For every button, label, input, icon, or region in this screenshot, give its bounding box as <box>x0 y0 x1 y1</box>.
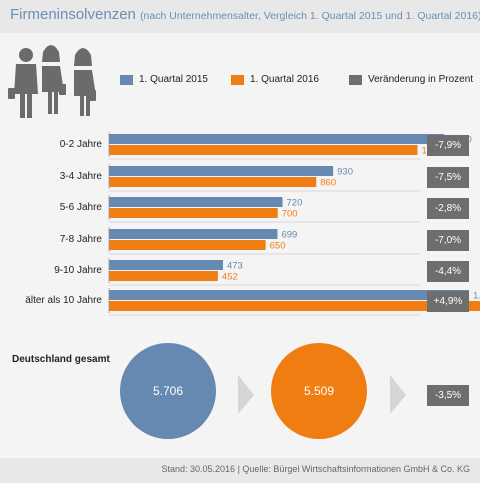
legend-item-2016: 1. Quartal 2016 <box>231 74 319 85</box>
bar-2016 <box>109 271 218 281</box>
data-label-2016: 452 <box>222 272 238 283</box>
footer-bar <box>0 458 480 483</box>
data-label-2016: 700 <box>282 209 298 220</box>
bar-2016 <box>109 145 418 155</box>
data-label-2016: 650 <box>270 241 286 252</box>
data-label-2015: 699 <box>281 230 297 241</box>
data-label-2016: 860 <box>320 178 336 189</box>
bar-2015 <box>109 197 283 207</box>
total-2016-value: 5.509 <box>303 384 335 398</box>
bar-2015 <box>109 229 278 239</box>
bar-2015 <box>109 260 223 270</box>
legend-swatch-2016 <box>231 74 244 85</box>
data-label-2015: 720 <box>287 198 303 209</box>
category-label: 9-10 Jahre <box>54 265 102 276</box>
chart-subtitle: (nach Unternehmensalter, Vergleich 1. Qu… <box>140 10 480 22</box>
category-label: älter als 10 Jahre <box>25 295 102 306</box>
category-label: 0-2 Jahre <box>59 139 102 150</box>
data-label-2015: 473 <box>227 261 243 272</box>
legend-swatch-change <box>349 74 362 85</box>
legend-label-2016: 1. Quartal 2016 <box>250 74 319 85</box>
change-box: -7,5% <box>427 167 469 188</box>
total-2015-value: 5.706 <box>152 384 184 398</box>
bar-2015 <box>109 166 334 176</box>
change-box: +4,9% <box>427 291 469 312</box>
total-2016-circle: 5.509 <box>271 343 367 439</box>
change-box: -7,0% <box>427 230 469 251</box>
legend-item-2015: 1. Quartal 2015 <box>120 74 208 85</box>
category-label: 7-8 Jahre <box>59 234 102 245</box>
legend-label-2015: 1. Quartal 2015 <box>139 74 208 85</box>
data-label-2015: 930 <box>337 167 353 178</box>
category-label: 3-4 Jahre <box>59 171 102 182</box>
change-box: -7,9% <box>427 135 469 156</box>
total-change-value: -3,5% <box>434 390 462 401</box>
category-label: 5-6 Jahre <box>59 202 102 213</box>
chart-title-main: Firmeninsolvenzen <box>10 6 136 23</box>
change-box: -4,4% <box>427 261 469 282</box>
total-label: Deutschland gesamt <box>12 354 110 365</box>
bar-2016 <box>109 240 266 250</box>
change-box: -2,8% <box>427 198 469 219</box>
bar-2015 <box>109 290 470 300</box>
data-label-2015: 1.494 <box>473 291 480 302</box>
source-note: Stand: 30.05.2016 | Quelle: Bürgel Wirts… <box>161 464 471 474</box>
legend-item-change: Veränderung in Prozent <box>349 74 473 85</box>
bar-2016 <box>109 177 317 187</box>
legend-label-change: Veränderung in Prozent <box>368 74 474 85</box>
bar-2016 <box>109 208 278 218</box>
header-bar <box>0 0 480 33</box>
legend-swatch-2015 <box>120 74 133 85</box>
total-2015-circle: 5.706 <box>120 343 216 439</box>
bar-2015 <box>109 134 444 144</box>
chart-title: Firmeninsolvenzen (nach Unternehmensalte… <box>10 6 480 23</box>
bar-2016 <box>109 301 480 311</box>
total-change-box: -3,5% <box>427 385 469 406</box>
